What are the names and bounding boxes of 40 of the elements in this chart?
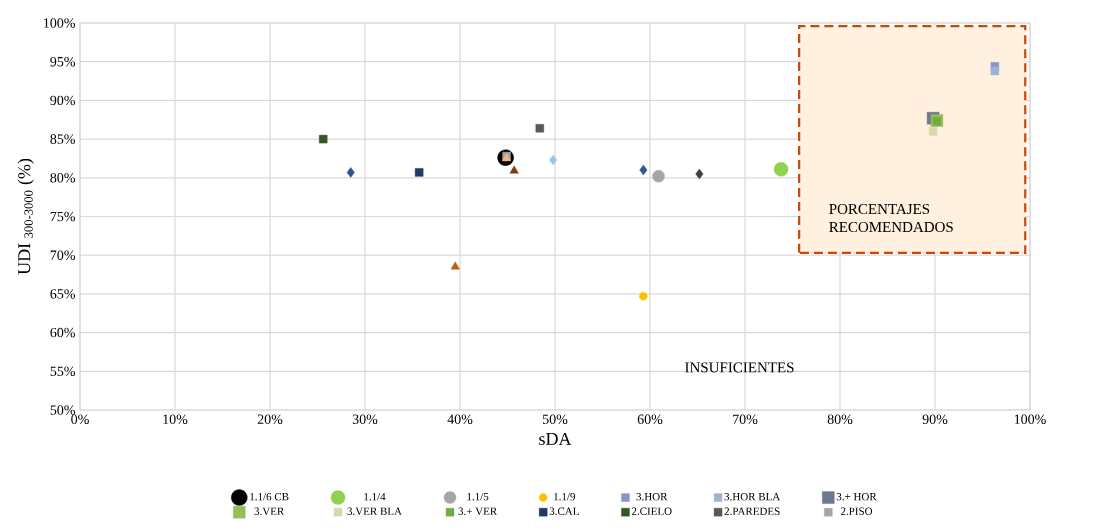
y-tick-label: 95% [50, 56, 75, 67]
x-tick-label: 50% [542, 414, 568, 425]
y-tick-label: 50% [50, 405, 75, 415]
y-tick-label: 60% [50, 327, 75, 338]
y-tick-label: 100% [44, 18, 75, 28]
annotation: INSUFICIENTES [685, 362, 794, 373]
x-tick-label: 80% [827, 414, 853, 425]
y-tick-label: 70% [50, 250, 75, 260]
legend-label: 2.PISO [840, 507, 873, 516]
y-tick-label: 80% [50, 173, 75, 183]
x-tick-label: 20% [257, 414, 283, 425]
legend-label: 1.1/4 [364, 492, 386, 501]
annotation: PORCENTAJES RECOMENDADOS [829, 204, 953, 233]
x-tick-label: 40% [447, 414, 473, 425]
legend-label: 3.+ VER [458, 507, 498, 516]
legend-label: 3.HOR BLA [724, 492, 781, 501]
legend-label: 3.+ HOR [836, 492, 877, 501]
y-tick-label: 55% [50, 366, 75, 377]
y-tick-label: 90% [50, 95, 75, 106]
x-axis-title: sDA [539, 432, 572, 445]
x-tick-label: 10% [163, 414, 188, 425]
x-tick-label: 0% [71, 414, 89, 425]
x-tick-label: 100% [1014, 414, 1046, 425]
y-tick-label: 65% [50, 289, 75, 299]
legend-label: 3.CAL [549, 507, 579, 516]
y-tick-label: 75% [50, 211, 75, 222]
y-axis-title: UDI $_{300-3000}$ (%) [17, 158, 34, 275]
legend-label: 1.1/5 [467, 492, 489, 501]
legend-label: 2.PAREDES [724, 507, 780, 516]
x-tick-label: 30% [352, 414, 378, 425]
legend-label: 1.1/9 [554, 492, 576, 501]
legend-label: 3.VER BLA [347, 507, 402, 516]
legend-label: 3.VER [254, 507, 285, 516]
x-tick-label: 60% [637, 414, 663, 425]
y-tick-label: 85% [50, 134, 75, 144]
legend-label: 3.HOR [636, 492, 668, 501]
x-tick-label: 90% [922, 414, 948, 425]
x-tick-label: 70% [733, 414, 758, 425]
legend-label: 1.1/6 CB [250, 492, 289, 501]
legend-label: 2.CIELO [631, 507, 672, 516]
